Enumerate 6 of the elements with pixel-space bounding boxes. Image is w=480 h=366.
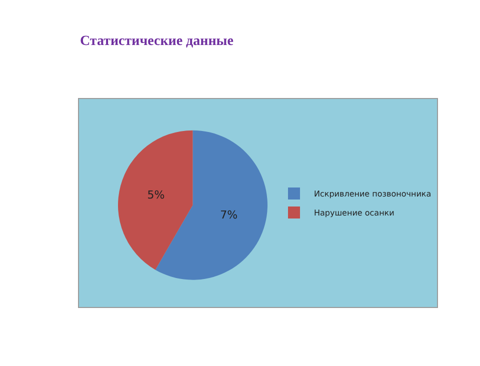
chart-title: Статистические данные [80,34,234,50]
legend-label: Искривление позвоночника [314,190,432,199]
pie-slice [118,130,193,270]
data-label: 7% [220,208,238,222]
data-label: 5% [147,188,165,202]
legend-label: Нарушение осанки [314,208,394,218]
